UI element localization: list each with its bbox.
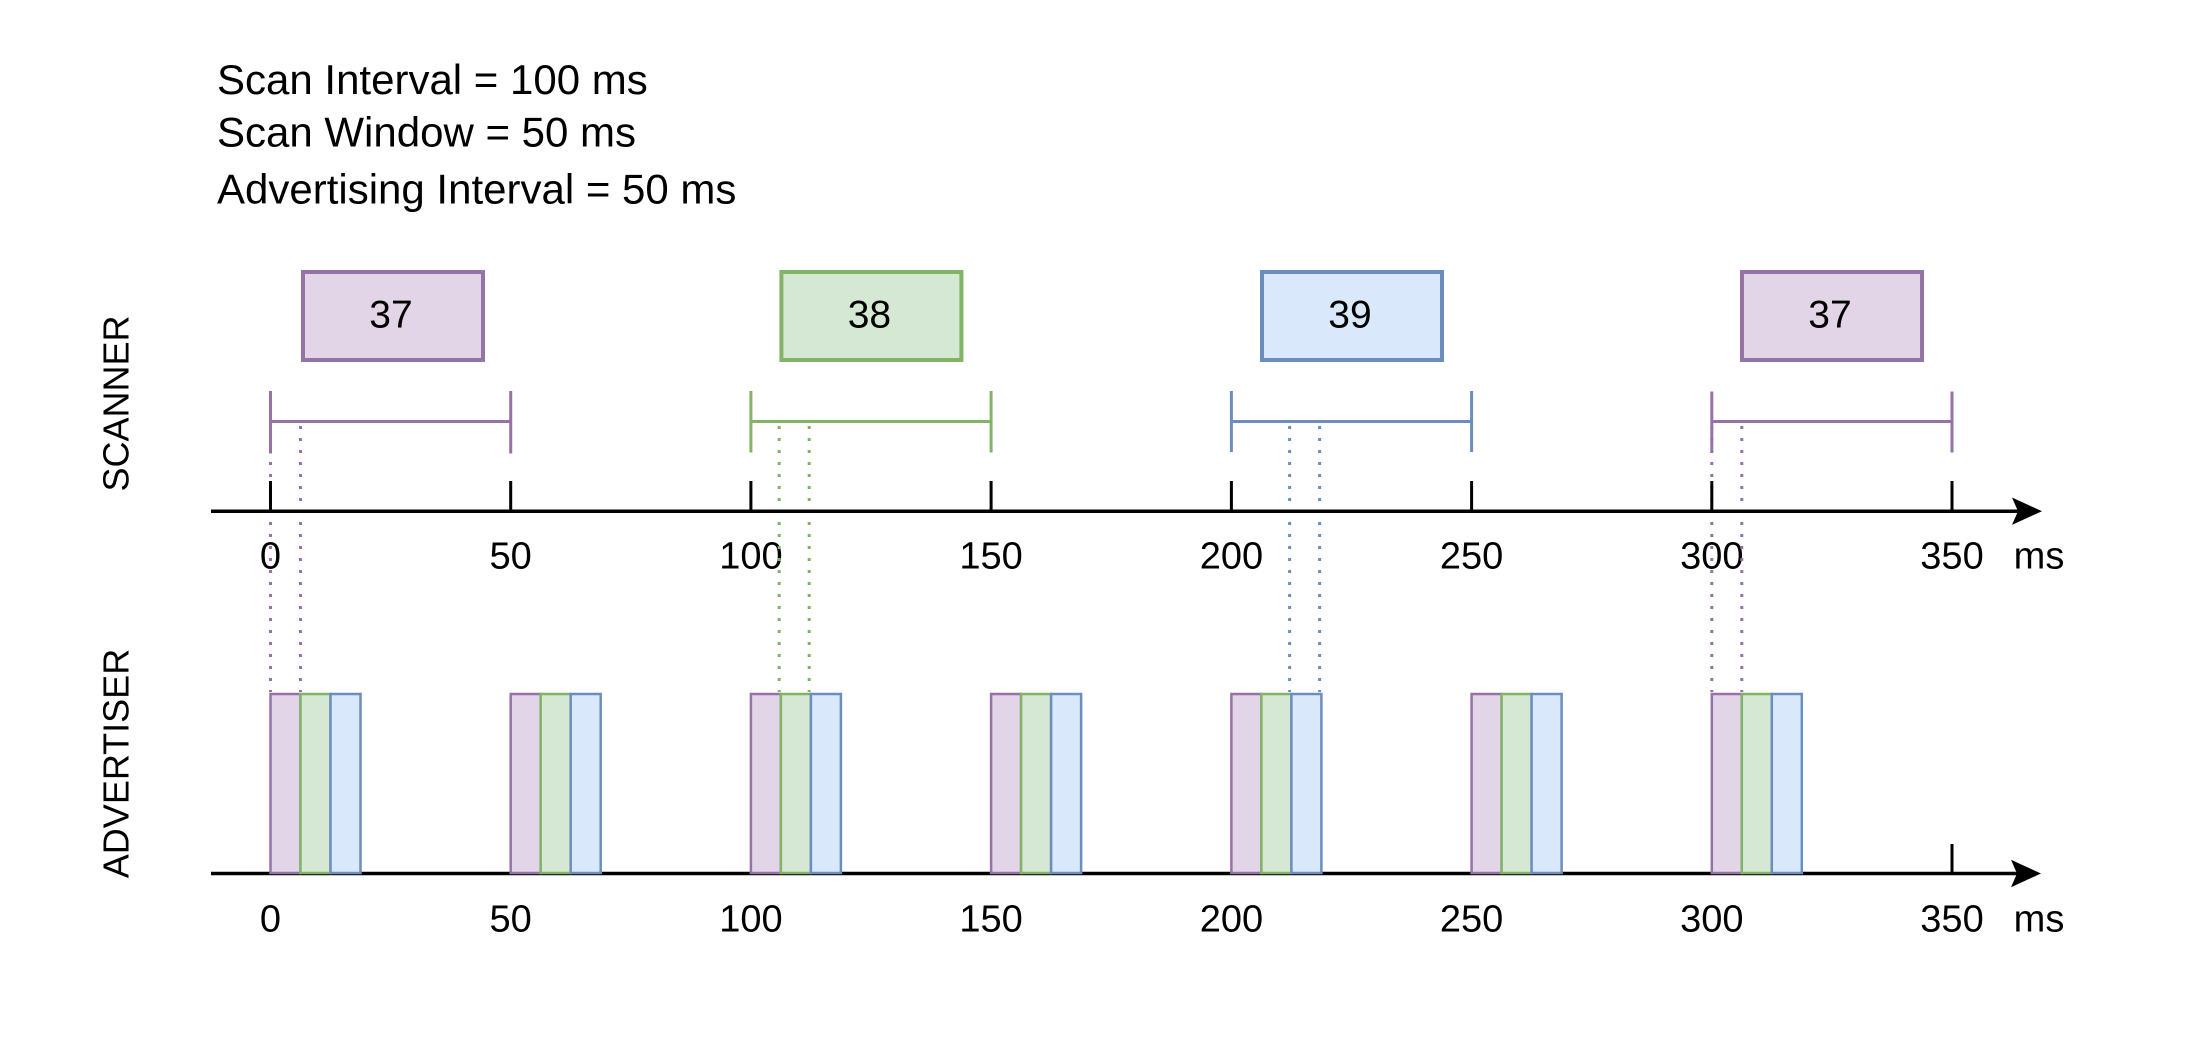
svg-text:37: 37 (1808, 294, 1851, 337)
svg-text:200: 200 (1200, 899, 1263, 941)
svg-text:150: 150 (959, 536, 1022, 578)
svg-text:100: 100 (719, 899, 782, 941)
svg-text:50: 50 (490, 899, 532, 941)
svg-text:100: 100 (719, 536, 782, 578)
svg-text:39: 39 (1328, 294, 1371, 337)
svg-text:Scan Interval = 100 ms: Scan Interval = 100 ms (217, 56, 648, 103)
svg-text:38: 38 (848, 294, 891, 337)
svg-text:0: 0 (260, 899, 281, 941)
svg-text:50: 50 (490, 536, 532, 578)
svg-text:Advertising Interval = 50 ms: Advertising Interval = 50 ms (217, 166, 736, 213)
svg-text:150: 150 (959, 899, 1022, 941)
svg-text:300: 300 (1680, 899, 1743, 941)
svg-text:250: 250 (1440, 536, 1503, 578)
svg-text:SCANNER: SCANNER (95, 315, 136, 491)
svg-text:350: 350 (1920, 899, 1983, 941)
svg-text:ms: ms (2014, 899, 2065, 941)
svg-text:ADVERTISER: ADVERTISER (95, 649, 136, 878)
svg-text:Scan Window = 50 ms: Scan Window = 50 ms (217, 109, 636, 156)
svg-text:0: 0 (260, 536, 281, 578)
svg-text:350: 350 (1920, 536, 1983, 578)
svg-text:200: 200 (1200, 536, 1263, 578)
svg-text:ms: ms (2014, 536, 2065, 578)
svg-text:37: 37 (369, 294, 412, 337)
svg-text:250: 250 (1440, 899, 1503, 941)
